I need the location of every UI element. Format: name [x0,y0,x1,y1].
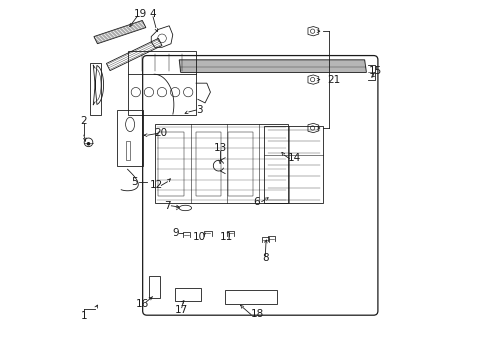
Text: 20: 20 [154,129,167,138]
Circle shape [86,142,90,145]
Text: 18: 18 [250,310,263,319]
Text: 3: 3 [196,105,203,115]
Text: 16: 16 [135,299,149,309]
Text: 5: 5 [130,177,137,187]
Text: 9: 9 [172,228,179,238]
Text: 17: 17 [175,305,188,315]
Bar [149,276,159,298]
Bar [264,126,323,203]
Bar [228,132,253,196]
Bar [126,140,130,160]
Bar [158,132,183,196]
Text: 21: 21 [326,75,339,85]
Text: 19: 19 [134,9,147,19]
Bar [174,288,201,301]
Bar [196,132,221,196]
Text: 14: 14 [287,153,300,163]
Bar [224,291,276,304]
Text: 2: 2 [81,116,87,126]
Text: 15: 15 [368,66,381,76]
Bar [128,51,196,116]
Text: 6: 6 [253,197,260,207]
Text: 8: 8 [262,253,268,263]
Bar [117,110,142,166]
Text: 12: 12 [150,180,163,190]
Bar [89,63,101,116]
Text: 13: 13 [213,143,226,153]
Bar [155,125,287,203]
Text: 1: 1 [81,311,87,321]
Text: 4: 4 [149,9,156,19]
Text: 7: 7 [164,201,170,211]
Text: 11: 11 [220,232,233,242]
Text: 10: 10 [192,232,205,242]
